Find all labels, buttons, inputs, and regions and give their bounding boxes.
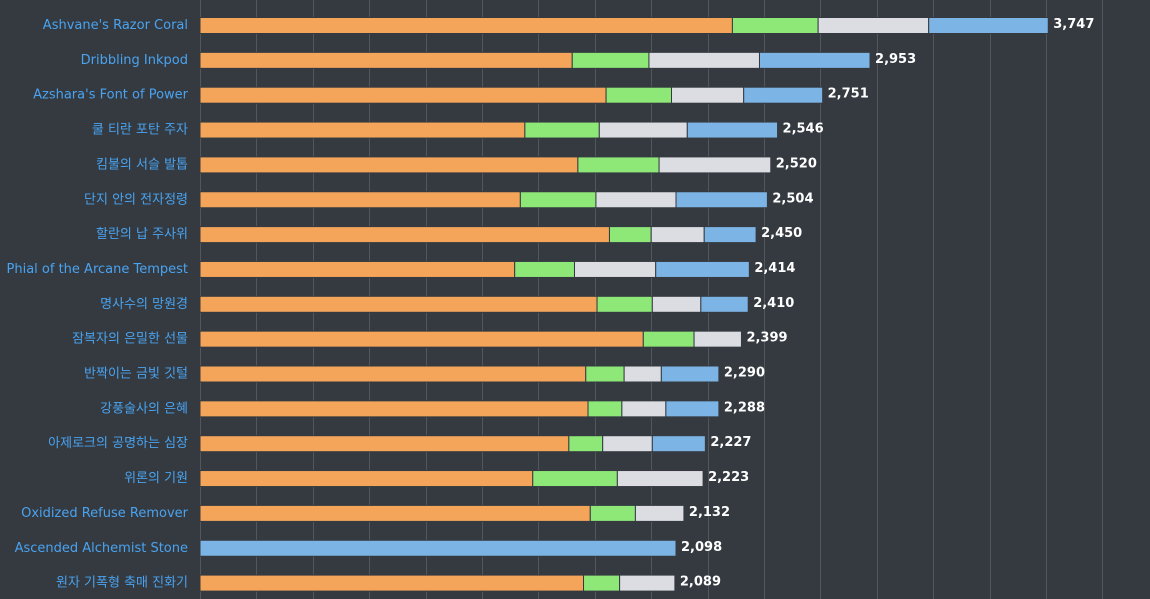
bar-segment-3[interactable] bbox=[595, 191, 677, 209]
item-label[interactable]: 잠복자의 은밀한 선물 bbox=[72, 332, 188, 347]
item-label[interactable]: 쿨 티란 포탄 주자 bbox=[92, 123, 188, 138]
total-label: 2,450 bbox=[761, 226, 802, 241]
bar-segment-3[interactable] bbox=[634, 504, 685, 522]
bar-segment-1[interactable] bbox=[199, 470, 534, 488]
bar-segment-2[interactable] bbox=[608, 226, 652, 244]
bar-segment-4[interactable] bbox=[928, 17, 1049, 34]
label-layer: Ashvane's Razor Coral 3,747 Dribbling Inkp… bbox=[7, 17, 1095, 591]
item-label[interactable]: Azshara's Font of Power bbox=[33, 88, 189, 103]
bar-segment-1[interactable] bbox=[199, 191, 521, 209]
bar-segment-2[interactable] bbox=[583, 574, 621, 592]
bar-segment-1[interactable] bbox=[199, 400, 589, 418]
item-label[interactable]: 강풍술사의 은혜 bbox=[100, 401, 188, 416]
item-label[interactable]: Phial of the Arcane Tempest bbox=[7, 262, 188, 277]
bar-segment-2[interactable] bbox=[577, 156, 660, 174]
bar-segment-4[interactable] bbox=[758, 51, 871, 69]
bar-segment-2[interactable] bbox=[587, 400, 623, 418]
bar-segment-2[interactable] bbox=[568, 435, 604, 453]
bar-segment-1[interactable] bbox=[199, 226, 610, 244]
bar-segment-3[interactable] bbox=[623, 365, 662, 383]
bar-segment-4[interactable] bbox=[703, 226, 757, 244]
total-label: 3,747 bbox=[1053, 17, 1094, 32]
total-label: 2,504 bbox=[772, 191, 813, 206]
bar-segment-2[interactable] bbox=[532, 470, 618, 488]
bar-segment-4[interactable] bbox=[199, 539, 677, 557]
bar-segment-1[interactable] bbox=[199, 86, 607, 104]
total-label: 2,410 bbox=[753, 296, 794, 311]
bar-segment-2[interactable] bbox=[571, 51, 650, 69]
total-label: 2,399 bbox=[746, 331, 787, 346]
bar-segment-2[interactable] bbox=[596, 295, 653, 313]
item-label[interactable]: Ascended Alchemist Stone bbox=[15, 541, 188, 556]
total-label: 2,546 bbox=[783, 122, 824, 137]
item-label[interactable]: 할란의 납 주사위 bbox=[96, 227, 188, 242]
bar-segment-3[interactable] bbox=[616, 470, 704, 488]
bar-segment-4[interactable] bbox=[665, 400, 720, 418]
bar-segment-1[interactable] bbox=[199, 260, 516, 278]
bar-segment-2[interactable] bbox=[731, 17, 819, 34]
bar-segment-2[interactable] bbox=[605, 86, 673, 104]
bar-segment-2[interactable] bbox=[642, 330, 695, 348]
bar-segment-2[interactable] bbox=[524, 121, 600, 139]
item-label[interactable]: 아제로크의 공명하는 심장 bbox=[48, 436, 188, 451]
bar-segment-4[interactable] bbox=[660, 365, 720, 383]
total-label: 2,089 bbox=[680, 575, 721, 590]
total-label: 2,520 bbox=[776, 156, 817, 171]
total-label: 2,098 bbox=[681, 540, 722, 555]
bar-segment-3[interactable] bbox=[602, 435, 653, 453]
bar-segment-4[interactable] bbox=[700, 295, 749, 313]
bar-segment-3[interactable] bbox=[658, 156, 772, 174]
bar-segment-1[interactable] bbox=[199, 365, 587, 383]
bar-segment-3[interactable] bbox=[619, 574, 676, 592]
bar-segment-3[interactable] bbox=[621, 400, 667, 418]
bar-segment-1[interactable] bbox=[199, 574, 585, 592]
bar-segment-3[interactable] bbox=[651, 295, 702, 313]
bar-segment-3[interactable] bbox=[671, 86, 745, 104]
bar-segment-2[interactable] bbox=[519, 191, 597, 209]
bar-segment-1[interactable] bbox=[199, 295, 598, 313]
item-label[interactable]: 반짝이는 금빛 깃털 bbox=[84, 367, 188, 382]
bar-segment-1[interactable] bbox=[199, 51, 573, 69]
total-label: 2,290 bbox=[724, 366, 765, 381]
item-label[interactable]: 위론의 기원 bbox=[124, 471, 188, 486]
bar-segment-1[interactable] bbox=[199, 17, 733, 34]
item-label[interactable]: 명사수의 망원경 bbox=[100, 297, 188, 312]
bar-segment-2[interactable] bbox=[514, 260, 575, 278]
bar-segment-1[interactable] bbox=[199, 330, 644, 348]
item-label[interactable]: Ashvane's Razor Coral bbox=[43, 18, 188, 33]
bar-segment-4[interactable] bbox=[686, 121, 779, 139]
bar-segment-3[interactable] bbox=[650, 226, 705, 244]
bar-segment-3[interactable] bbox=[598, 121, 688, 139]
total-label: 2,288 bbox=[724, 400, 765, 415]
bar-segment-4[interactable] bbox=[675, 191, 768, 209]
bar-layer bbox=[199, 17, 1049, 592]
total-label: 2,132 bbox=[689, 505, 730, 520]
total-label: 2,227 bbox=[710, 435, 751, 450]
bar-segment-3[interactable] bbox=[817, 17, 930, 34]
bar-segment-4[interactable] bbox=[743, 86, 824, 104]
item-label[interactable]: Oxidized Refuse Remover bbox=[21, 506, 189, 521]
total-label: 2,414 bbox=[754, 261, 795, 276]
bar-segment-4[interactable] bbox=[651, 435, 706, 453]
item-label[interactable]: 킴불의 서슬 발톱 bbox=[96, 157, 188, 172]
bar-segment-3[interactable] bbox=[573, 260, 657, 278]
bar-segment-1[interactable] bbox=[199, 504, 591, 522]
bar-segment-1[interactable] bbox=[199, 121, 526, 139]
item-label[interactable]: 단지 안의 전자정령 bbox=[84, 192, 188, 207]
bar-segment-4[interactable] bbox=[655, 260, 750, 278]
total-label: 2,223 bbox=[708, 470, 749, 485]
bar-segment-2[interactable] bbox=[589, 504, 636, 522]
bar-segment-3[interactable] bbox=[648, 51, 760, 69]
total-label: 2,751 bbox=[828, 87, 869, 102]
bar-segment-1[interactable] bbox=[199, 156, 579, 174]
bar-segment-2[interactable] bbox=[585, 365, 625, 383]
bar-segment-3[interactable] bbox=[693, 330, 742, 348]
item-label[interactable]: Dribbling Inkpod bbox=[81, 53, 188, 68]
bar-segment-1[interactable] bbox=[199, 435, 570, 453]
total-label: 2,953 bbox=[875, 52, 916, 67]
item-label[interactable]: 원자 기폭형 축매 진화기 bbox=[56, 576, 188, 591]
